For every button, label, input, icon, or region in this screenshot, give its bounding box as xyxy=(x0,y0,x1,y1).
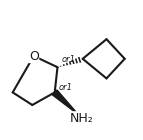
Polygon shape xyxy=(52,90,79,115)
Text: or1: or1 xyxy=(62,55,76,64)
Text: O: O xyxy=(29,50,39,62)
Text: or1: or1 xyxy=(59,83,73,92)
Text: NH₂: NH₂ xyxy=(69,112,93,125)
